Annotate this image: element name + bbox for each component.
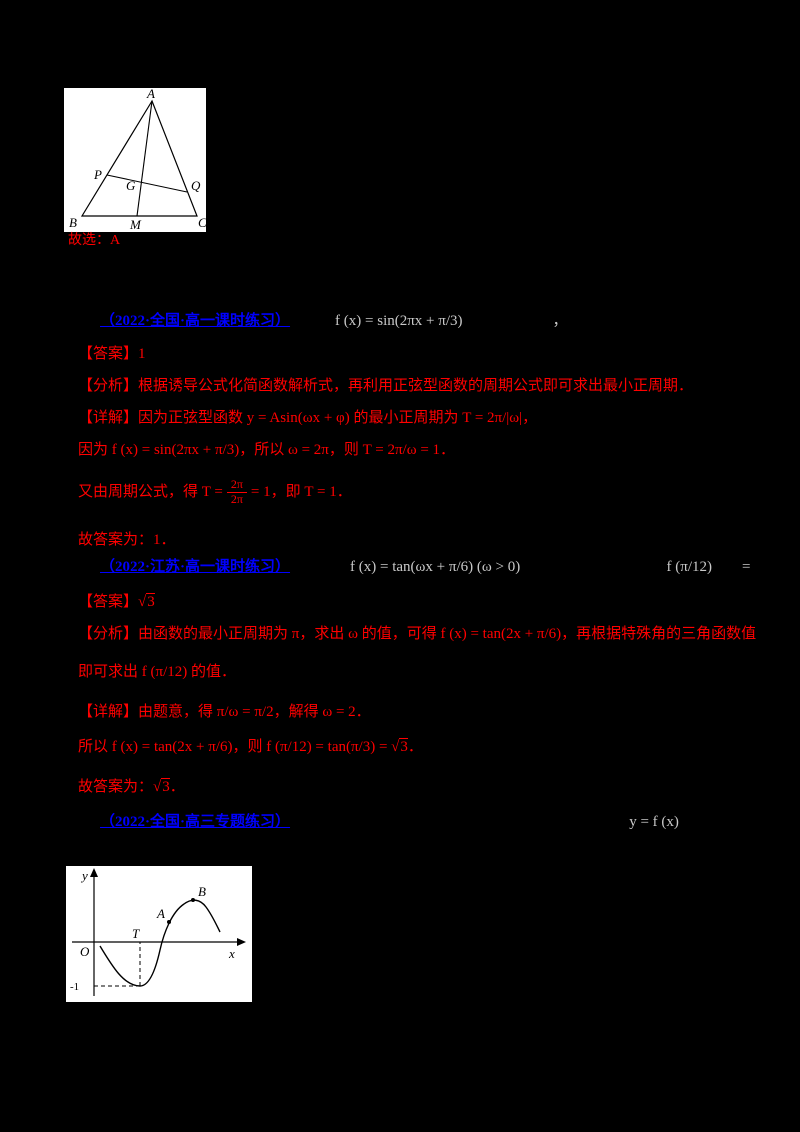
problem2-stem-mid: 的最小正周期为 π，则 [520,559,667,575]
problem2-heading: （2022·江苏·高一课时练习）已知函数f (x) = tan(ωx + π/6… [100,557,750,577]
problem1-stem-comma: ， [552,313,568,329]
triangle-figure: A B C M P Q G [64,86,207,232]
detail-text: 【详解】由题意，得 π/ω = π/2，解得 ω = 2． [78,704,371,720]
problem1-conclusion-line: 故答案为：1． [78,530,176,550]
triangle-abc [80,99,198,217]
sqrt-expression: √3 [391,738,408,755]
answer-label: 【答案】 [78,346,139,362]
problem1-analysis-line: 【分析】根据诱导公式化简函数解析式，再利用正弦型函数的周期公式即可求出最小正周期… [78,376,693,396]
answer-value: 1 [138,346,146,362]
problem2-stem-formula-1: f (x) = tan(ωx + π/6) (ω > 0) [350,559,521,575]
problem2-stem-post: 的值 [712,559,743,575]
y-axis-label: y [80,868,88,883]
problem2-stem-equals: = [742,559,751,575]
radicand: 3 [146,593,155,610]
problem2-answer-line: 【答案】√3 [78,592,155,612]
problem1-detail-line-1: 【详解】因为正弦型函数 y = Asin(ωx + φ) 的最小正周期为 T =… [78,408,537,428]
point-a-label: A [156,906,165,921]
point-p-label: P [93,167,102,182]
conclusion-end-text: ． [169,779,185,795]
problem2-detail-line-2: 所以 f (x) = tan(2x + π/6)，则 f (π/12) = ta… [78,737,423,757]
answer-choice-text: 故选：A [68,233,121,248]
point-b-label: B [198,884,206,899]
analysis-post-text: 的值． [187,664,237,680]
point-a-dot [167,920,171,924]
analysis-pre-text: 【分析】由函数的最小正周期为 π，求出 ω 的值，可得 [78,626,441,642]
x-axis-arrow-icon [237,938,246,946]
problem2-conclusion-line: 故答案为：√3． [78,777,185,797]
detail-text: 【详解】因为正弦型函数 y = Asin(ωx + φ) 的最小正周期为 T =… [78,410,538,426]
problem1-source: （2022·全国·高一课时练习） [100,313,291,329]
analysis-text: 【分析】根据诱导公式化简函数解析式，再利用正弦型函数的周期公式即可求出最小正周期… [78,378,694,394]
point-b-dot [191,898,195,902]
point-q-label: Q [191,178,201,193]
radical-sign: √ [138,594,147,610]
point-g-label: G [126,178,136,193]
problem3-stem-pre: 已知函数 f (x) = Asin(ωx + φ) 的部分图象如图所示， [290,814,630,830]
problem1-fraction-line: 又由周期公式，得 T = 2π 2π = 1，即 T = 1． [78,470,352,514]
problem1-detail-line-2: 因为 f (x) = sin(2πx + π/3)，所以 ω = 2π，则 T … [78,440,455,460]
problem2-detail-line-1: 【详解】由题意，得 π/ω = π/2，解得 ω = 2． [78,702,371,722]
fraction: 2π 2π [226,477,247,507]
sine-graph-svg: y x O T A B -1 [70,868,246,996]
problem2-source: （2022·江苏·高一课时练习） [100,559,291,575]
problem3-stem-formula: y = f (x) [629,814,679,830]
analysis-formula: f (π/12) [141,664,188,680]
conclusion-pre-text: 故答案为： [78,779,154,795]
problem2-analysis-line-2: 即可求出 f (π/12) 的值． [78,662,236,682]
point-m-label: M [129,217,142,232]
fraction-denominator: 2π [230,491,243,506]
triangle-figure-svg: A B C M P Q G [69,86,207,232]
analysis-formula: f (x) = tan(2x + π/6) [440,626,562,642]
sine-graph-figure: y x O T A B -1 [66,866,252,1002]
sqrt-expression: √3 [153,778,170,795]
fraction-numerator: 2π [226,477,247,493]
origin-label: O [80,944,90,959]
detail-pre-text: 所以 f (x) = tan(2x + π/6)，则 f (π/12) = ta… [78,739,392,755]
fraction-pre-text: 又由周期公式，得 T = [78,484,223,500]
sqrt-expression: √3 [138,593,155,610]
vertex-a-label: A [146,88,155,101]
minus-one-label: -1 [70,981,79,993]
point-t-label: T [132,926,140,941]
problem2-stem-formula-2: f (π/12) [666,559,712,575]
analysis-post-text: ，再根据特殊角的三角函数值 [561,626,757,642]
problem3-stem-post: ， [678,814,694,830]
problem2-stem-pre: 已知函数 [290,559,351,575]
x-axis-label: x [228,946,235,961]
radicand: 3 [161,778,170,795]
problem1-heading: （2022·全国·高一课时练习）求函数f (x) = sin(2πx + π/3… [100,311,568,331]
radical-sign: √ [153,779,162,795]
problem1-stem-pre: 求函数 [290,313,336,329]
detail-text: 因为 f (x) = sin(2πx + π/3)，所以 ω = 2π，则 T … [78,442,456,458]
conclusion-text: 故答案为：1． [78,532,176,548]
radicand: 3 [399,738,408,755]
vertex-c-label: C [198,215,206,230]
problem1-stem-formula: f (x) = sin(2πx + π/3) [335,313,463,329]
problem3-source: （2022·全国·高三专题练习） [100,814,291,830]
detail-end-text: ． [407,739,423,755]
segment-pq [106,174,188,193]
vertex-b-label: B [69,215,77,230]
problem2-analysis-line-1: 【分析】由函数的最小正周期为 π，求出 ω 的值，可得 f (x) = tan(… [78,624,756,644]
cevian-am [136,100,153,217]
problem1-answer-line: 【答案】1 [78,344,146,364]
answer-label: 【答案】 [78,594,139,610]
radical-sign: √ [391,739,400,755]
y-axis-arrow-icon [90,868,98,877]
problem3-heading: （2022·全国·高三专题练习）已知函数 f (x) = Asin(ωx + φ… [100,812,694,832]
fraction-post-text: = 1，即 T = 1． [250,484,352,500]
answer-choice-line: 故选：A [68,231,120,251]
analysis-pre-text: 即可求出 [78,664,142,680]
problem1-stem-post: 的最小正周期 [462,313,553,329]
